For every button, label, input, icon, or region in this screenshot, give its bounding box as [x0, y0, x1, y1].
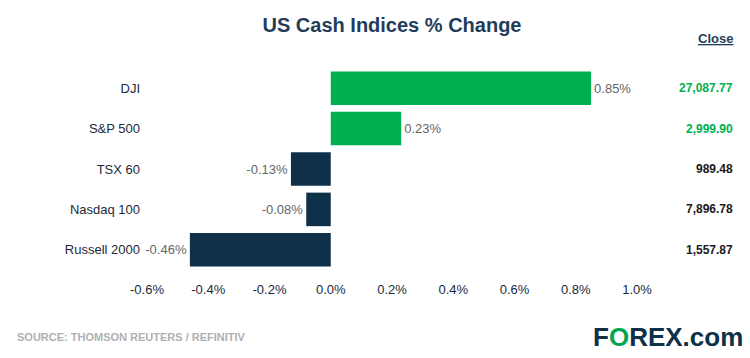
svg-text:989.48: 989.48	[696, 162, 733, 176]
svg-text:0.8%: 0.8%	[561, 282, 591, 297]
svg-text:-0.08%: -0.08%	[262, 202, 304, 217]
svg-text:-0.46%: -0.46%	[145, 242, 187, 257]
svg-text:-0.6%: -0.6%	[130, 282, 164, 297]
svg-text:-0.4%: -0.4%	[191, 282, 225, 297]
svg-text:-0.13%: -0.13%	[246, 162, 288, 177]
svg-text:7,896.78: 7,896.78	[686, 202, 733, 216]
svg-text:1.0%: 1.0%	[622, 282, 652, 297]
svg-text:0.4%: 0.4%	[438, 282, 468, 297]
svg-text:Russell 2000: Russell 2000	[65, 242, 140, 257]
svg-text:1,557.87: 1,557.87	[686, 243, 733, 257]
svg-text:0.85%: 0.85%	[594, 81, 631, 96]
svg-text:TSX 60: TSX 60	[97, 162, 140, 177]
svg-text:0.0%: 0.0%	[316, 282, 346, 297]
svg-text:-0.2%: -0.2%	[253, 282, 287, 297]
svg-text:Nasdaq 100: Nasdaq 100	[70, 202, 140, 217]
svg-text:0.23%: 0.23%	[404, 121, 441, 136]
svg-text:Close: Close	[698, 31, 733, 46]
svg-text:0.6%: 0.6%	[500, 282, 530, 297]
svg-text:FOREX.com: FOREX.com	[593, 322, 743, 352]
svg-text:US Cash Indices % Change: US Cash Indices % Change	[263, 14, 522, 36]
svg-text:27,087.77: 27,087.77	[679, 81, 733, 95]
svg-text:SOURCE: THOMSON REUTERS / REFI: SOURCE: THOMSON REUTERS / REFINITIV	[17, 331, 246, 343]
svg-text:DJI: DJI	[121, 81, 141, 96]
svg-text:2,999.90: 2,999.90	[686, 122, 733, 136]
svg-text:0.2%: 0.2%	[377, 282, 407, 297]
svg-text:S&P 500: S&P 500	[89, 121, 140, 136]
